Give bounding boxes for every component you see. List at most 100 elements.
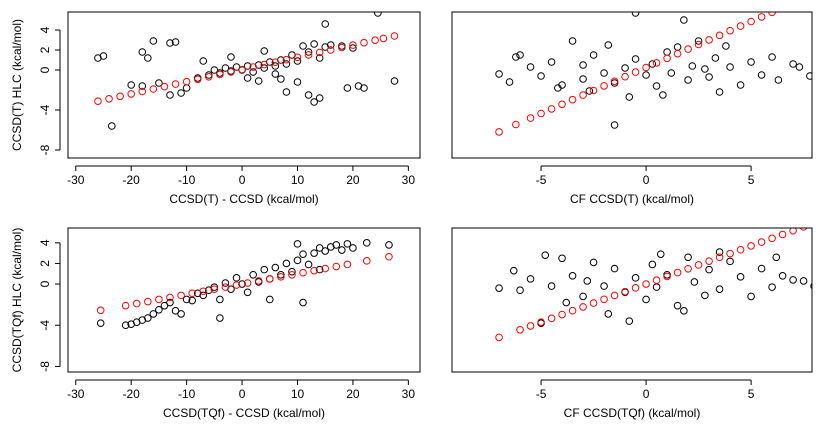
- point: [249, 270, 257, 279]
- point: [673, 301, 682, 310]
- point: [642, 71, 650, 79]
- point: [188, 296, 196, 305]
- y-tick-label: -4: [38, 104, 52, 115]
- point: [362, 239, 371, 247]
- point: [260, 64, 269, 72]
- plot-area: [495, 228, 812, 342]
- point: [778, 230, 787, 239]
- point: [799, 277, 808, 285]
- point: [293, 57, 302, 65]
- point: [288, 270, 296, 279]
- x-axis-label: CF CCSD(T) (kcal/mol): [570, 192, 694, 206]
- point: [166, 293, 174, 302]
- point: [177, 89, 185, 97]
- point: [343, 240, 352, 248]
- point: [182, 295, 191, 304]
- point: [127, 90, 135, 98]
- point: [663, 48, 671, 56]
- x-tick-label: 0: [643, 387, 650, 401]
- point: [299, 268, 307, 277]
- point: [495, 128, 503, 136]
- point: [648, 260, 657, 269]
- point: [558, 100, 566, 109]
- point: [663, 54, 671, 63]
- point: [205, 286, 213, 295]
- point: [505, 78, 514, 86]
- point: [343, 84, 352, 92]
- point: [562, 298, 571, 307]
- x-tick-label: 5: [748, 173, 755, 187]
- point: [321, 264, 330, 273]
- point: [610, 121, 619, 129]
- point: [631, 55, 640, 63]
- point: [304, 48, 313, 56]
- point: [621, 287, 629, 296]
- point: [96, 306, 105, 315]
- point: [694, 37, 703, 45]
- point: [694, 261, 703, 269]
- point: [304, 51, 313, 59]
- point: [610, 291, 619, 300]
- point: [778, 271, 787, 280]
- point: [304, 91, 313, 99]
- point: [568, 37, 577, 45]
- point: [243, 279, 252, 287]
- point: [610, 264, 619, 273]
- point: [121, 301, 130, 310]
- point: [512, 53, 520, 61]
- point: [772, 253, 781, 262]
- point: [642, 280, 650, 288]
- point: [155, 305, 163, 314]
- point: [254, 77, 263, 85]
- point: [600, 282, 608, 290]
- point: [282, 60, 291, 68]
- point: [768, 53, 776, 61]
- point: [568, 95, 577, 104]
- point: [667, 69, 676, 77]
- point: [516, 325, 524, 334]
- point: [265, 275, 274, 283]
- point: [726, 63, 734, 71]
- point: [221, 283, 230, 291]
- point: [132, 299, 141, 308]
- y-tick-label: 0: [38, 66, 52, 73]
- point: [705, 257, 713, 265]
- point: [701, 291, 709, 300]
- point: [310, 249, 318, 257]
- point: [757, 238, 766, 246]
- x-axis-label: CCSD(TQf) - CCSD (kcal/mol): [163, 406, 325, 420]
- point: [315, 244, 324, 252]
- x-tick-label: -10: [178, 173, 196, 187]
- point: [600, 69, 608, 77]
- point: [774, 76, 783, 84]
- point: [579, 61, 587, 69]
- point: [579, 75, 587, 83]
- point: [495, 284, 503, 292]
- point: [652, 283, 661, 291]
- point: [648, 60, 657, 68]
- point: [625, 93, 634, 101]
- point: [795, 63, 804, 71]
- point: [338, 43, 346, 52]
- point: [260, 60, 269, 69]
- point: [243, 288, 252, 297]
- point: [282, 55, 291, 64]
- point: [625, 317, 634, 325]
- x-tick-label: -20: [123, 387, 141, 401]
- point: [547, 58, 556, 66]
- x-tick-label: 0: [643, 173, 650, 187]
- plot-area: [94, 12, 399, 130]
- point: [188, 289, 196, 298]
- y-tick-label: -4: [38, 320, 52, 331]
- x-tick-label: -30: [67, 173, 85, 187]
- point: [299, 250, 307, 258]
- point: [688, 62, 697, 70]
- point: [589, 299, 598, 307]
- point: [304, 260, 313, 269]
- point: [282, 259, 291, 268]
- point: [332, 241, 341, 249]
- point: [757, 264, 766, 273]
- point: [684, 45, 692, 53]
- point: [371, 36, 379, 45]
